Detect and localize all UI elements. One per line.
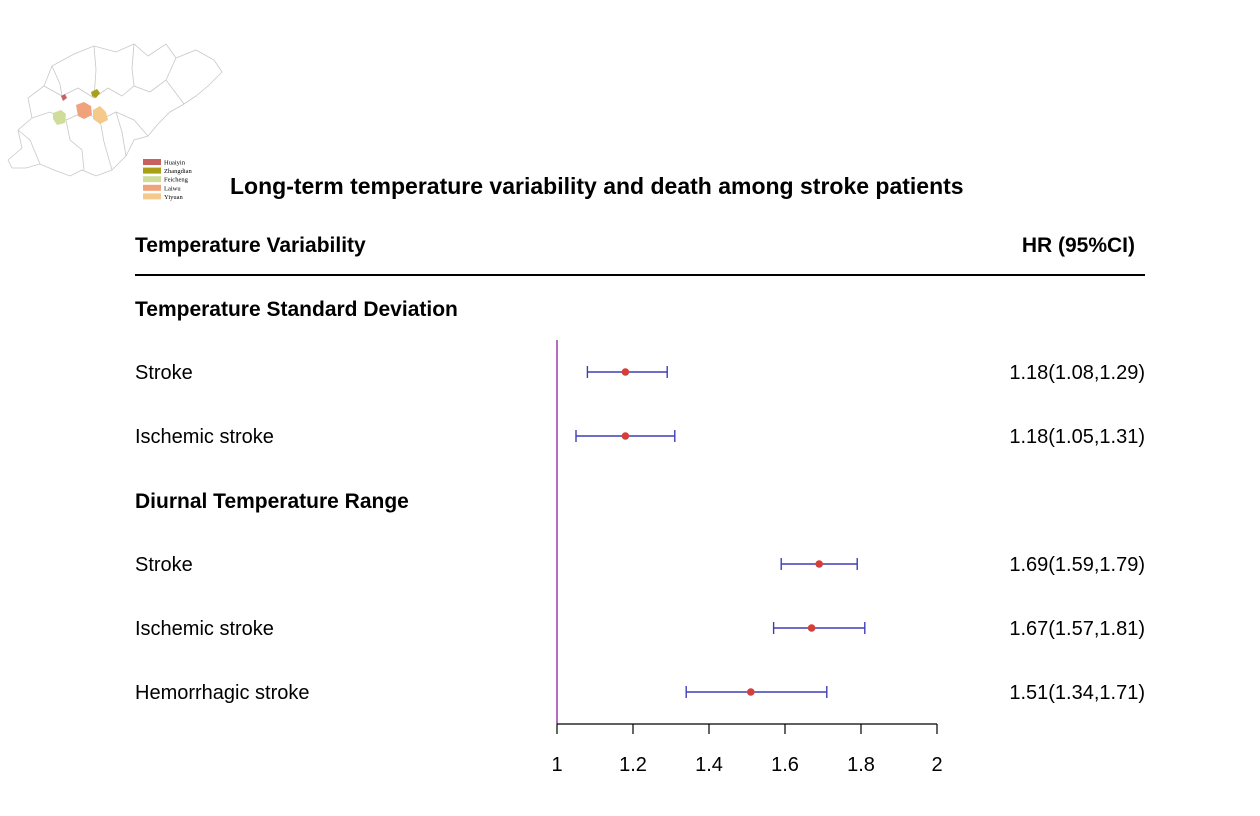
region-feicheng	[53, 110, 66, 125]
region-huaiyin	[61, 94, 67, 101]
map-legend-label: Yiyuan	[164, 194, 184, 201]
x-tick-label: 1.4	[695, 754, 723, 776]
forest-rows: Temperature Standard Deviation Stroke 1.18…	[135, 298, 1145, 704]
province-outline	[7, 43, 223, 177]
map-legend-swatch	[143, 176, 161, 183]
row-label: Stroke	[135, 554, 193, 576]
hr-ci-label: 1.67(1.57,1.81)	[1009, 618, 1145, 640]
hr-ci-label: 1.18(1.05,1.31)	[1009, 426, 1145, 448]
region-yiyuan	[93, 106, 108, 124]
chart-title: Long-term temperature variability and de…	[230, 173, 964, 199]
x-axis: 1 1.2 1.4 1.6 1.8 2	[551, 340, 943, 776]
hr-ci-label: 1.69(1.59,1.79)	[1009, 554, 1145, 576]
group-label: Temperature Standard Deviation	[135, 298, 458, 321]
map-legend-swatch	[143, 167, 161, 174]
column-header-right: HR (95%CI)	[1022, 234, 1135, 257]
map-legend-label: Zhangdian	[164, 168, 193, 175]
row-label: Hemorrhagic stroke	[135, 682, 310, 704]
x-tick-label: 2	[931, 754, 942, 776]
group-label: Diurnal Temperature Range	[135, 490, 409, 513]
map-legend-swatch	[143, 193, 161, 200]
row-label: Ischemic stroke	[135, 426, 274, 448]
hr-point	[621, 432, 630, 440]
hr-ci-label: 1.51(1.34,1.71)	[1009, 682, 1145, 704]
column-header-left: Temperature Variability	[135, 234, 366, 257]
x-tick-label: 1.8	[847, 754, 875, 776]
hr-point	[621, 368, 630, 376]
region-zhangdian	[91, 89, 100, 98]
x-tick-label: 1.2	[619, 754, 647, 776]
map-legend-label: Feicheng	[164, 177, 189, 184]
county-regions	[53, 89, 108, 125]
hr-point	[747, 688, 755, 696]
hr-point	[815, 560, 823, 568]
x-tick-label: 1.6	[771, 754, 799, 776]
region-laiwu	[76, 102, 92, 119]
hr-point	[807, 624, 816, 632]
row-label: Stroke	[135, 362, 193, 384]
map-legend-swatch	[143, 184, 161, 191]
forest-marks	[575, 366, 866, 698]
x-tick-label: 1	[551, 754, 562, 776]
map-legend-label: Huaiyin	[164, 160, 186, 167]
map-legend-swatch	[143, 159, 161, 165]
map-legend-label: Laiwu	[164, 185, 181, 192]
row-label: Ischemic stroke	[135, 618, 274, 640]
hr-ci-label: 1.18(1.08,1.29)	[1009, 362, 1145, 384]
